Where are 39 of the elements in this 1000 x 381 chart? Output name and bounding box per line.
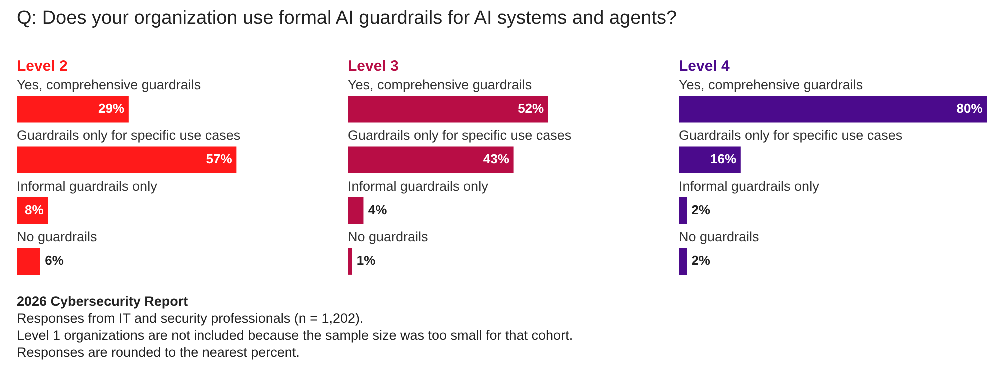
data-label: 80% xyxy=(956,100,984,116)
bar xyxy=(348,96,548,123)
y-tick-label: Guardrails only for specific use cases xyxy=(348,128,572,144)
y-tick-label: Informal guardrails only xyxy=(679,178,820,194)
y-tick-label: No guardrails xyxy=(17,230,98,245)
y-tick-label: Yes, comprehensive guardrails xyxy=(17,77,202,92)
y-tick-label: Yes, comprehensive guardrails xyxy=(348,77,532,92)
y-tick-label: Guardrails only for specific use cases xyxy=(679,128,903,144)
data-label: 57% xyxy=(206,152,233,167)
data-label: 43% xyxy=(483,152,510,167)
chart-title: Level 3 xyxy=(348,58,399,76)
data-label: 2% xyxy=(692,253,711,268)
data-label: 6% xyxy=(45,253,64,268)
data-label: 2% xyxy=(692,202,711,218)
chart-title: Level 2 xyxy=(17,58,68,76)
data-label: 4% xyxy=(368,202,388,218)
y-tick-label: No guardrails xyxy=(679,230,760,245)
bar xyxy=(348,248,352,275)
text: Responses from IT and security professionals (n = 1,202). xyxy=(17,310,365,327)
bar xyxy=(17,96,129,123)
y-tick-label: Informal guardrails only xyxy=(348,178,489,194)
data-label: 16% xyxy=(710,152,737,167)
bar xyxy=(17,146,237,174)
text: Q: Does your organization use formal AI guardrails for AI systems and agents? xyxy=(17,8,678,30)
data-label: 52% xyxy=(518,100,545,116)
bar xyxy=(17,248,40,275)
data-label: 29% xyxy=(98,100,126,116)
data-label: 1% xyxy=(356,253,376,268)
y-tick-label: Yes, comprehensive guardrails xyxy=(679,77,864,92)
data-label: 8% xyxy=(24,202,44,218)
text: Level 1 organizations are not included because the sample size was too small for that cohort. xyxy=(17,327,574,344)
bar xyxy=(348,198,364,224)
chart-title: Level 4 xyxy=(679,58,731,76)
text: Responses are rounded to the nearest percent. xyxy=(17,344,301,361)
y-tick-label: Guardrails only for specific use cases xyxy=(17,128,241,144)
y-tick-label: No guardrails xyxy=(348,230,429,245)
text: 2026 Cybersecurity Report xyxy=(17,293,190,310)
bar xyxy=(348,146,514,174)
y-tick-label: Informal guardrails only xyxy=(17,178,158,194)
